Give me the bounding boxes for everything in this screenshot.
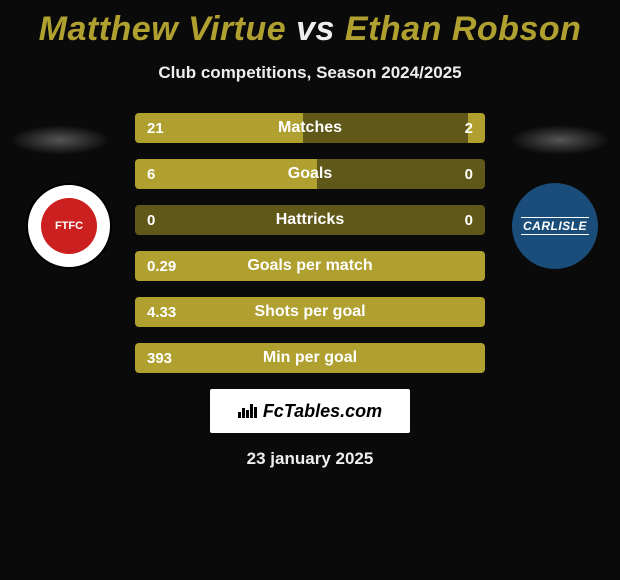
stat-label: Goals	[135, 159, 485, 189]
player1-shadow	[10, 125, 110, 155]
player2-shadow	[510, 125, 610, 155]
club-badge-right-label: CARLISLE	[521, 217, 589, 235]
stat-label: Min per goal	[135, 343, 485, 373]
club-badge-right: CARLISLE	[512, 183, 598, 269]
brand-logo: FcTables.com	[210, 389, 410, 433]
stat-label: Matches	[135, 113, 485, 143]
club-badge-left: FTFC	[26, 183, 112, 269]
stat-row: 212Matches	[135, 113, 485, 143]
chart-icon	[238, 404, 257, 418]
stat-row: 00Hattricks	[135, 205, 485, 235]
stat-label: Goals per match	[135, 251, 485, 281]
comparison-title: Matthew Virtue vs Ethan Robson	[0, 0, 620, 49]
vs-text: vs	[296, 10, 335, 48]
stat-row: 0.29Goals per match	[135, 251, 485, 281]
subtitle: Club competitions, Season 2024/2025	[0, 63, 620, 83]
stat-row: 393Min per goal	[135, 343, 485, 373]
stat-bars: 212Matches 60Goals 00Hattricks 0.29Goals pe…	[135, 113, 485, 373]
comparison-content: FTFC CARLISLE 212Matches 60Goals 00Hattric…	[0, 113, 620, 469]
player1-name: Matthew Virtue	[39, 10, 287, 48]
footer-date: 23 january 2025	[0, 449, 620, 469]
club-badge-left-label: FTFC	[41, 198, 97, 254]
brand-text: FcTables.com	[263, 401, 382, 422]
player2-name: Ethan Robson	[345, 10, 581, 48]
stat-row: 4.33Shots per goal	[135, 297, 485, 327]
stat-label: Shots per goal	[135, 297, 485, 327]
stat-label: Hattricks	[135, 205, 485, 235]
stat-row: 60Goals	[135, 159, 485, 189]
